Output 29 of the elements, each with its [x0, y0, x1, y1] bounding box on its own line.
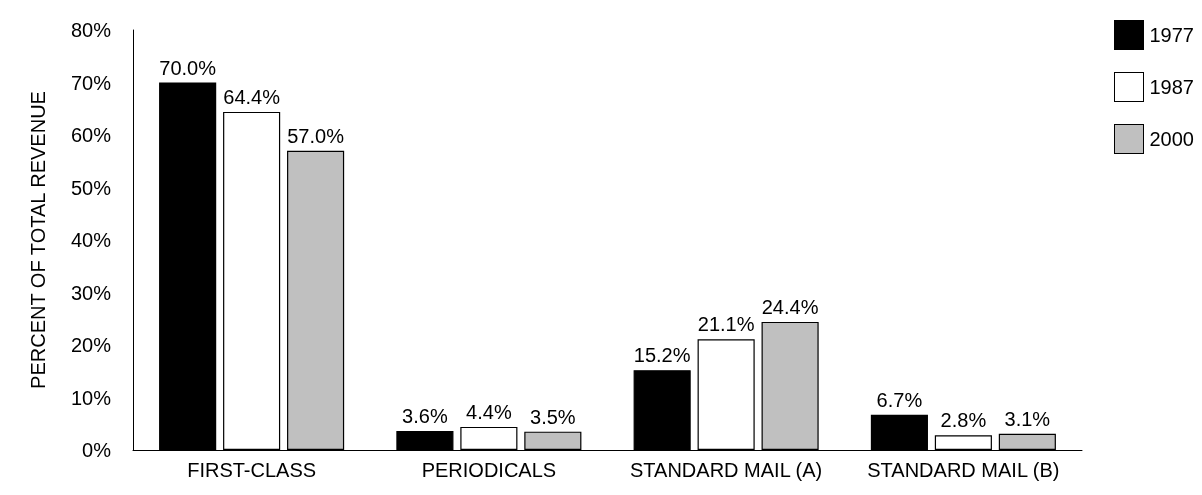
data-label: 3.6% — [402, 405, 448, 428]
y-tick-label: 0% — [82, 439, 112, 461]
x-tick-label: STANDARD MAIL (B) — [867, 459, 1060, 481]
data-label: 6.7% — [876, 388, 923, 411]
data-label: 15.2% — [633, 344, 691, 367]
data-label: 21.1% — [697, 313, 755, 336]
y-tick-label: 10% — [70, 386, 112, 409]
legend-label: 1977 — [1149, 23, 1194, 47]
data-label: 3.1% — [1004, 407, 1051, 430]
y-tick-label: 40% — [70, 229, 112, 251]
data-label: 4.4% — [466, 400, 512, 423]
y-tick-label: 70% — [70, 71, 112, 94]
y-tick-label: 50% — [70, 176, 112, 199]
legend-label: 1987 — [1149, 75, 1194, 99]
data-label: 3.5% — [530, 405, 576, 428]
y-tick-label: 20% — [70, 334, 112, 356]
data-label: 70.0% — [159, 56, 217, 79]
x-tick-label: PERIODICALS — [421, 459, 557, 481]
y-tick-label: 60% — [70, 124, 112, 146]
data-label: 2.8% — [940, 409, 987, 432]
x-tick-label: FIRST-CLASS — [187, 459, 317, 481]
data-label: 24.4% — [761, 295, 819, 318]
x-tick-label: STANDARD MAIL (A) — [630, 459, 823, 481]
y-tick-label: 30% — [70, 281, 112, 304]
legend-label: 2000 — [1149, 127, 1194, 151]
data-label: 57.0% — [287, 124, 345, 147]
y-axis-title: PERCENT OF TOTAL REVENUE — [27, 91, 49, 389]
y-tick-label: 80% — [70, 19, 112, 41]
data-label: 64.4% — [223, 85, 281, 108]
